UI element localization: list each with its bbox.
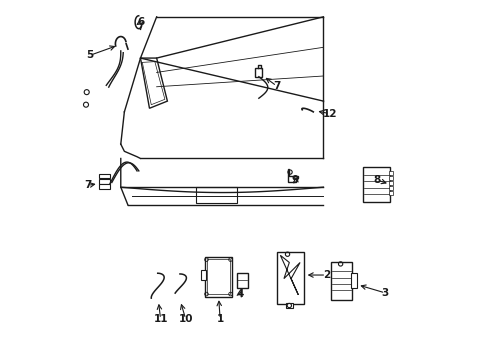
Text: 3: 3 — [381, 288, 388, 298]
Bar — [388, 181, 392, 185]
Bar — [285, 303, 292, 308]
Bar — [388, 192, 392, 195]
Bar — [276, 252, 303, 304]
Bar — [255, 68, 262, 77]
Bar — [388, 171, 392, 175]
Bar — [236, 273, 247, 288]
Bar — [99, 174, 110, 178]
Text: 6: 6 — [137, 17, 144, 27]
Text: 1: 1 — [216, 314, 224, 324]
Text: 11: 11 — [153, 314, 167, 324]
Bar — [99, 179, 110, 184]
Bar — [207, 259, 229, 294]
Bar — [201, 270, 205, 280]
Text: 7: 7 — [272, 81, 280, 91]
Text: 12: 12 — [322, 109, 336, 119]
Text: 8: 8 — [373, 175, 380, 185]
Bar — [362, 167, 389, 202]
Bar — [388, 186, 392, 190]
Bar — [99, 184, 110, 189]
Bar — [204, 257, 231, 297]
Text: 2: 2 — [322, 270, 329, 280]
Text: 7: 7 — [84, 180, 91, 190]
Bar — [330, 262, 351, 300]
Bar — [388, 176, 392, 180]
Text: 4: 4 — [236, 289, 244, 299]
Text: 10: 10 — [178, 314, 193, 324]
Bar — [196, 187, 237, 203]
Bar — [351, 273, 356, 288]
Text: 9: 9 — [291, 175, 298, 185]
Text: 5: 5 — [86, 50, 94, 60]
